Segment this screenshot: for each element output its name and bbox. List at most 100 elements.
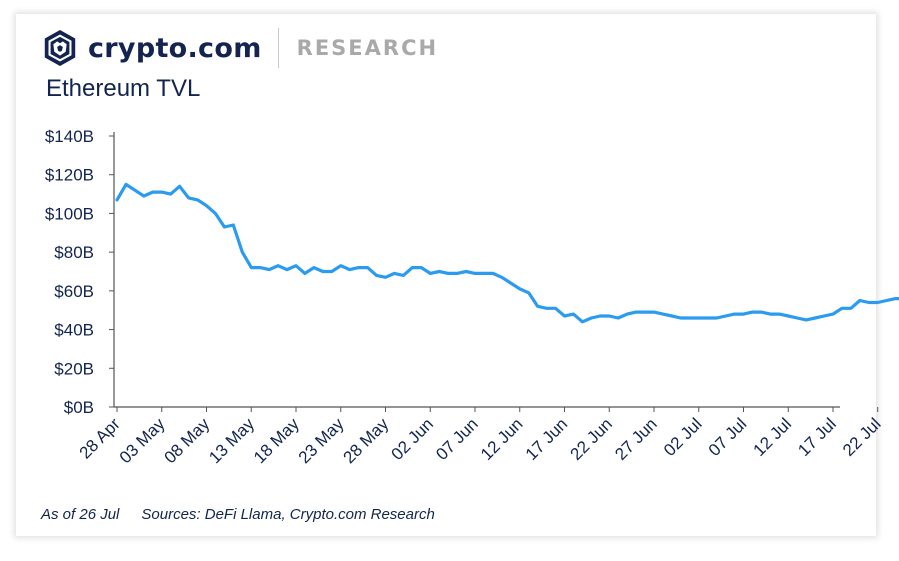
data-point	[330, 270, 333, 273]
data-point	[384, 276, 387, 279]
data-point	[652, 311, 655, 314]
data-point	[715, 316, 718, 319]
sources-note: Sources: DeFi Llama, Crypto.com Research	[141, 506, 435, 523]
data-point	[814, 316, 817, 319]
data-point	[670, 314, 673, 317]
data-point	[115, 198, 118, 201]
data-point	[661, 313, 664, 316]
data-point	[849, 307, 852, 310]
report-header: crypto.com RESEARCH	[42, 28, 438, 68]
data-point	[831, 313, 834, 316]
y-tick-label: $20B	[54, 359, 94, 378]
data-point	[250, 266, 253, 269]
data-point	[778, 313, 781, 316]
data-point	[617, 316, 620, 319]
data-point	[688, 316, 691, 319]
data-point	[375, 274, 378, 277]
report-card	[16, 14, 876, 536]
data-point	[706, 316, 709, 319]
data-point	[697, 316, 700, 319]
y-axis: $0B $20B $40B $60B $80B $100B $120B $140B	[45, 127, 115, 417]
data-point	[285, 268, 288, 271]
data-point	[456, 272, 459, 275]
header-divider	[277, 28, 279, 68]
x-tick-label: 27 Jun	[611, 414, 661, 464]
data-point	[420, 266, 423, 269]
data-point	[348, 268, 351, 271]
x-tick-label: 12 Jun	[477, 414, 527, 464]
data-point	[339, 264, 342, 267]
data-point	[187, 196, 190, 199]
data-point	[643, 311, 646, 314]
data-point	[760, 311, 763, 314]
x-tick-label: 12 Jul	[750, 414, 796, 460]
x-tick-label: 07 Jun	[432, 414, 482, 464]
data-point	[232, 223, 235, 226]
data-point	[491, 272, 494, 275]
data-point	[858, 299, 861, 302]
data-point	[357, 266, 360, 269]
crypto-com-lion-shield-icon	[44, 29, 76, 67]
data-point	[822, 314, 825, 317]
data-point	[608, 314, 611, 317]
data-point	[214, 212, 217, 215]
data-point	[867, 301, 870, 304]
chart-title: Ethereum TVL	[46, 75, 201, 102]
data-point	[169, 193, 172, 196]
series-line-ethereum-tvl	[115, 182, 899, 324]
data-point	[223, 225, 226, 228]
data-point	[518, 287, 521, 290]
data-point	[151, 191, 154, 194]
data-point	[796, 316, 799, 319]
data-point	[268, 268, 271, 271]
x-tick-label: 23 May	[295, 414, 348, 467]
y-tick-label: $140B	[45, 127, 94, 146]
x-tick-label: 08 May	[160, 414, 213, 467]
brand-name: crypto.com	[88, 32, 262, 64]
data-point	[679, 316, 682, 319]
data-point	[572, 313, 575, 316]
data-point	[500, 276, 503, 279]
data-point	[411, 266, 414, 269]
as-of-date: As of 26 Jul	[41, 506, 120, 523]
data-point	[241, 251, 244, 254]
data-point	[742, 313, 745, 316]
data-point	[473, 272, 476, 275]
data-point	[563, 314, 566, 317]
data-point	[894, 297, 897, 300]
data-point	[536, 305, 539, 308]
data-point	[554, 307, 557, 310]
data-point	[196, 198, 199, 201]
data-point	[312, 266, 315, 269]
data-point	[447, 272, 450, 275]
data-point	[545, 307, 548, 310]
data-point	[482, 272, 485, 275]
data-point	[133, 189, 136, 192]
y-tick-label: $0B	[64, 398, 94, 417]
data-point	[124, 183, 127, 186]
data-point	[160, 191, 163, 194]
data-point	[402, 274, 405, 277]
x-tick-label: 28 May	[339, 414, 392, 467]
data-point	[599, 314, 602, 317]
data-point	[277, 264, 280, 267]
x-tick-label: 07 Jul	[705, 414, 751, 460]
y-tick-label: $80B	[54, 243, 94, 262]
data-point	[178, 185, 181, 188]
data-point	[787, 314, 790, 317]
x-tick-label: 22 Jun	[567, 414, 617, 464]
x-tick-label: 17 Jun	[522, 414, 572, 464]
data-point	[751, 311, 754, 314]
x-tick-label: 13 May	[205, 414, 258, 467]
data-point	[393, 272, 396, 275]
y-tick-label: $40B	[54, 321, 94, 340]
data-point	[590, 316, 593, 319]
data-point	[259, 266, 262, 269]
data-point	[321, 270, 324, 273]
data-point	[464, 270, 467, 273]
y-tick-label: $60B	[54, 282, 94, 301]
x-tick-label: 02 Jun	[388, 414, 438, 464]
data-point	[142, 194, 145, 197]
